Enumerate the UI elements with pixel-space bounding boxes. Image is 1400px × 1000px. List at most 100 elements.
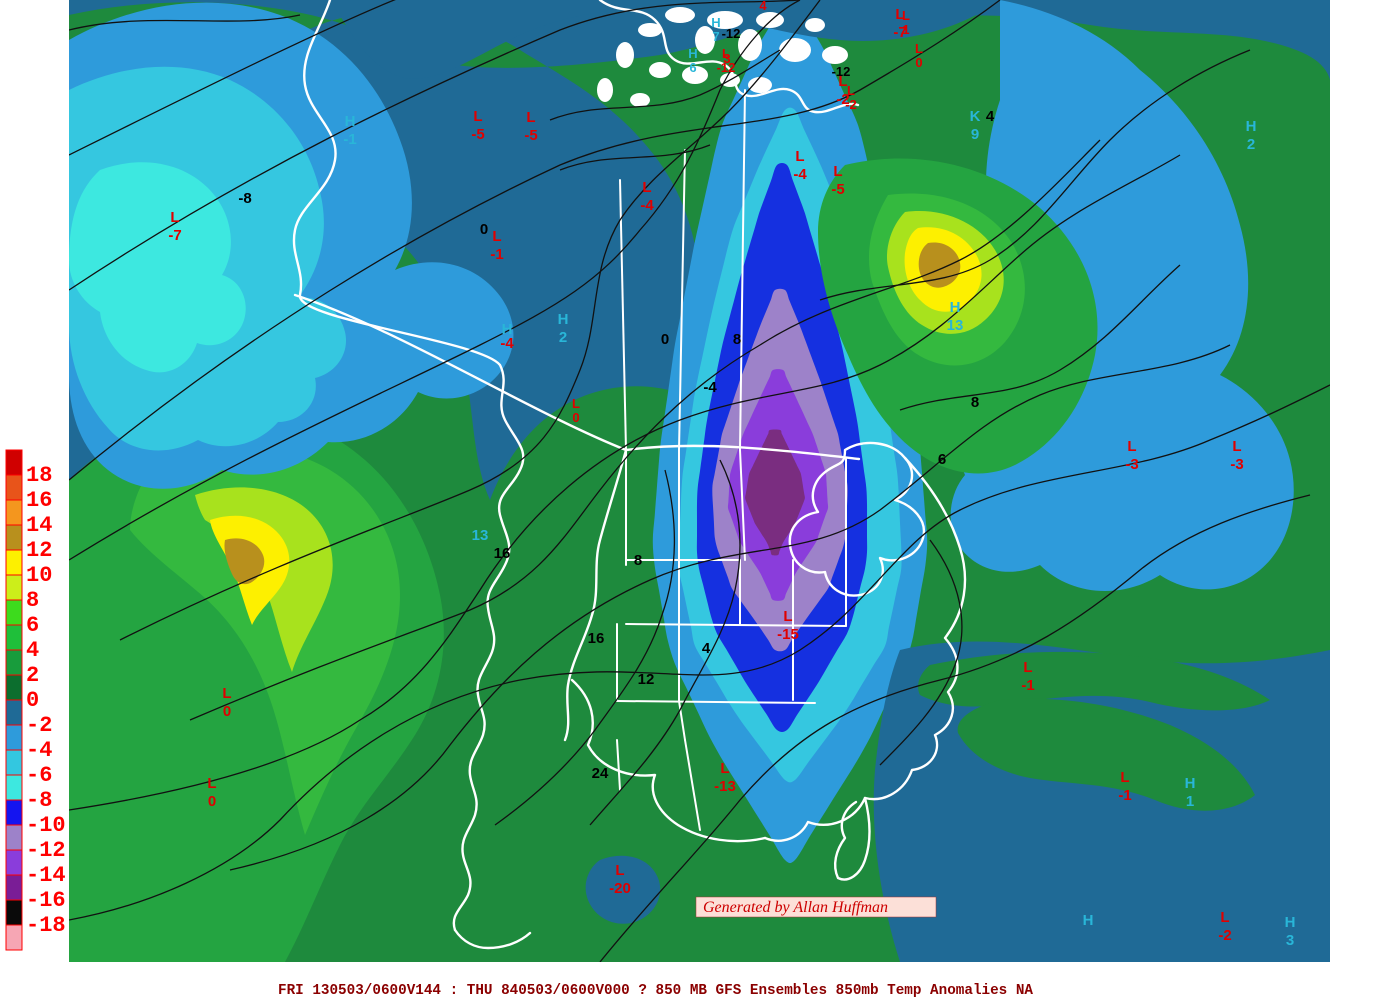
svg-text:-3: -3 [1230, 456, 1243, 473]
svg-text:8: 8 [26, 588, 39, 613]
svg-text:1: 1 [1186, 793, 1194, 810]
svg-text:-13: -13 [714, 778, 736, 795]
svg-text:L: L [222, 685, 231, 702]
svg-text:13: 13 [947, 317, 964, 334]
svg-text:-4: -4 [500, 335, 514, 352]
svg-text:9: 9 [971, 126, 979, 143]
svg-text:14: 14 [26, 513, 52, 538]
svg-text:2: 2 [26, 663, 39, 688]
svg-text:-3: -3 [1125, 456, 1138, 473]
svg-text:7: 7 [712, 29, 719, 44]
svg-text:L: L [207, 775, 216, 792]
svg-text:2: 2 [1247, 136, 1255, 153]
svg-text:8: 8 [733, 331, 741, 348]
svg-text:H: H [1185, 775, 1196, 792]
svg-text:L: L [1220, 909, 1229, 926]
svg-text:-16: -16 [26, 888, 66, 913]
svg-text:2: 2 [559, 329, 567, 346]
svg-text:6: 6 [26, 613, 39, 638]
svg-text:FRI 130503/0600V144 : THU 8405: FRI 130503/0600V144 : THU 840503/0600V00… [278, 983, 1033, 999]
svg-text:L: L [847, 83, 855, 98]
svg-text:-8: -8 [26, 788, 52, 813]
svg-text:-20: -20 [609, 880, 631, 897]
svg-text:L: L [1120, 769, 1129, 786]
svg-text:-1: -1 [1118, 787, 1131, 804]
svg-text:H: H [688, 46, 697, 61]
svg-text:16: 16 [588, 630, 605, 647]
svg-text:4: 4 [26, 638, 39, 663]
svg-text:H: H [345, 113, 356, 130]
svg-text:13: 13 [472, 527, 489, 544]
svg-text:16: 16 [26, 488, 52, 513]
svg-text:0: 0 [661, 331, 669, 348]
svg-text:L: L [492, 228, 501, 245]
svg-text:-6: -6 [26, 763, 52, 788]
svg-text:L: L [170, 209, 179, 226]
svg-text:3: 3 [723, 51, 730, 66]
svg-text:0: 0 [208, 793, 216, 810]
svg-text:-1: -1 [1021, 677, 1034, 694]
svg-text:H: H [558, 311, 569, 328]
svg-text:6: 6 [938, 451, 946, 468]
svg-text:-12: -12 [832, 64, 851, 79]
svg-text:L: L [1127, 438, 1136, 455]
svg-text:L: L [615, 862, 624, 879]
svg-text:H: H [1083, 912, 1094, 929]
svg-text:1: 1 [902, 22, 909, 37]
svg-text:-12: -12 [722, 26, 741, 41]
svg-text:-14: -14 [26, 863, 66, 888]
svg-text:H: H [950, 299, 961, 316]
svg-text:-4: -4 [640, 197, 654, 214]
svg-text:L: L [526, 109, 535, 126]
svg-text:-2: -2 [26, 713, 52, 738]
svg-text:8: 8 [971, 394, 979, 411]
svg-text:-4: -4 [703, 379, 717, 396]
svg-text:16: 16 [494, 545, 511, 562]
svg-text:0: 0 [572, 410, 579, 425]
svg-text:0: 0 [26, 688, 39, 713]
svg-text:L: L [795, 148, 804, 165]
svg-text:0: 0 [915, 55, 922, 70]
svg-text:L: L [473, 108, 482, 125]
svg-text:-18: -18 [26, 913, 66, 938]
svg-text:4: 4 [759, 0, 767, 13]
svg-text:L: L [1023, 659, 1032, 676]
svg-text:0: 0 [223, 703, 231, 720]
svg-text:-4: -4 [26, 738, 52, 763]
svg-text:L: L [572, 396, 580, 411]
svg-text:6: 6 [689, 60, 696, 75]
svg-text:-2: -2 [845, 97, 857, 112]
svg-text:L: L [915, 41, 923, 56]
svg-text:-5: -5 [831, 181, 844, 198]
svg-text:3: 3 [1286, 932, 1294, 949]
svg-text:-5: -5 [471, 126, 484, 143]
svg-text:L: L [720, 760, 729, 777]
svg-text:-5: -5 [524, 127, 537, 144]
svg-text:-7: -7 [168, 227, 181, 244]
svg-text:-15: -15 [777, 626, 799, 643]
svg-text:H: H [1246, 118, 1257, 135]
svg-text:12: 12 [638, 671, 655, 688]
svg-text:H: H [1285, 914, 1296, 931]
svg-text:K: K [970, 108, 981, 125]
svg-text:10: 10 [26, 563, 52, 588]
svg-text:L: L [642, 179, 651, 196]
svg-text:L: L [783, 608, 792, 625]
svg-text:-1: -1 [490, 246, 503, 263]
svg-text:L: L [902, 8, 910, 23]
svg-text:18: 18 [26, 463, 52, 488]
svg-text:H: H [711, 15, 720, 30]
svg-text:-10: -10 [26, 813, 66, 838]
svg-text:L: L [833, 163, 842, 180]
svg-text:-4: -4 [793, 166, 807, 183]
svg-text:4: 4 [702, 640, 711, 657]
svg-text:12: 12 [26, 538, 52, 563]
svg-text:4: 4 [986, 108, 995, 125]
svg-text:L: L [1232, 438, 1241, 455]
svg-text:24: 24 [592, 765, 609, 782]
svg-text:-1: -1 [343, 131, 356, 148]
svg-text:0: 0 [480, 221, 488, 238]
svg-text:-8: -8 [238, 190, 251, 207]
svg-text:8: 8 [634, 552, 642, 569]
svg-text:-12: -12 [26, 838, 66, 863]
